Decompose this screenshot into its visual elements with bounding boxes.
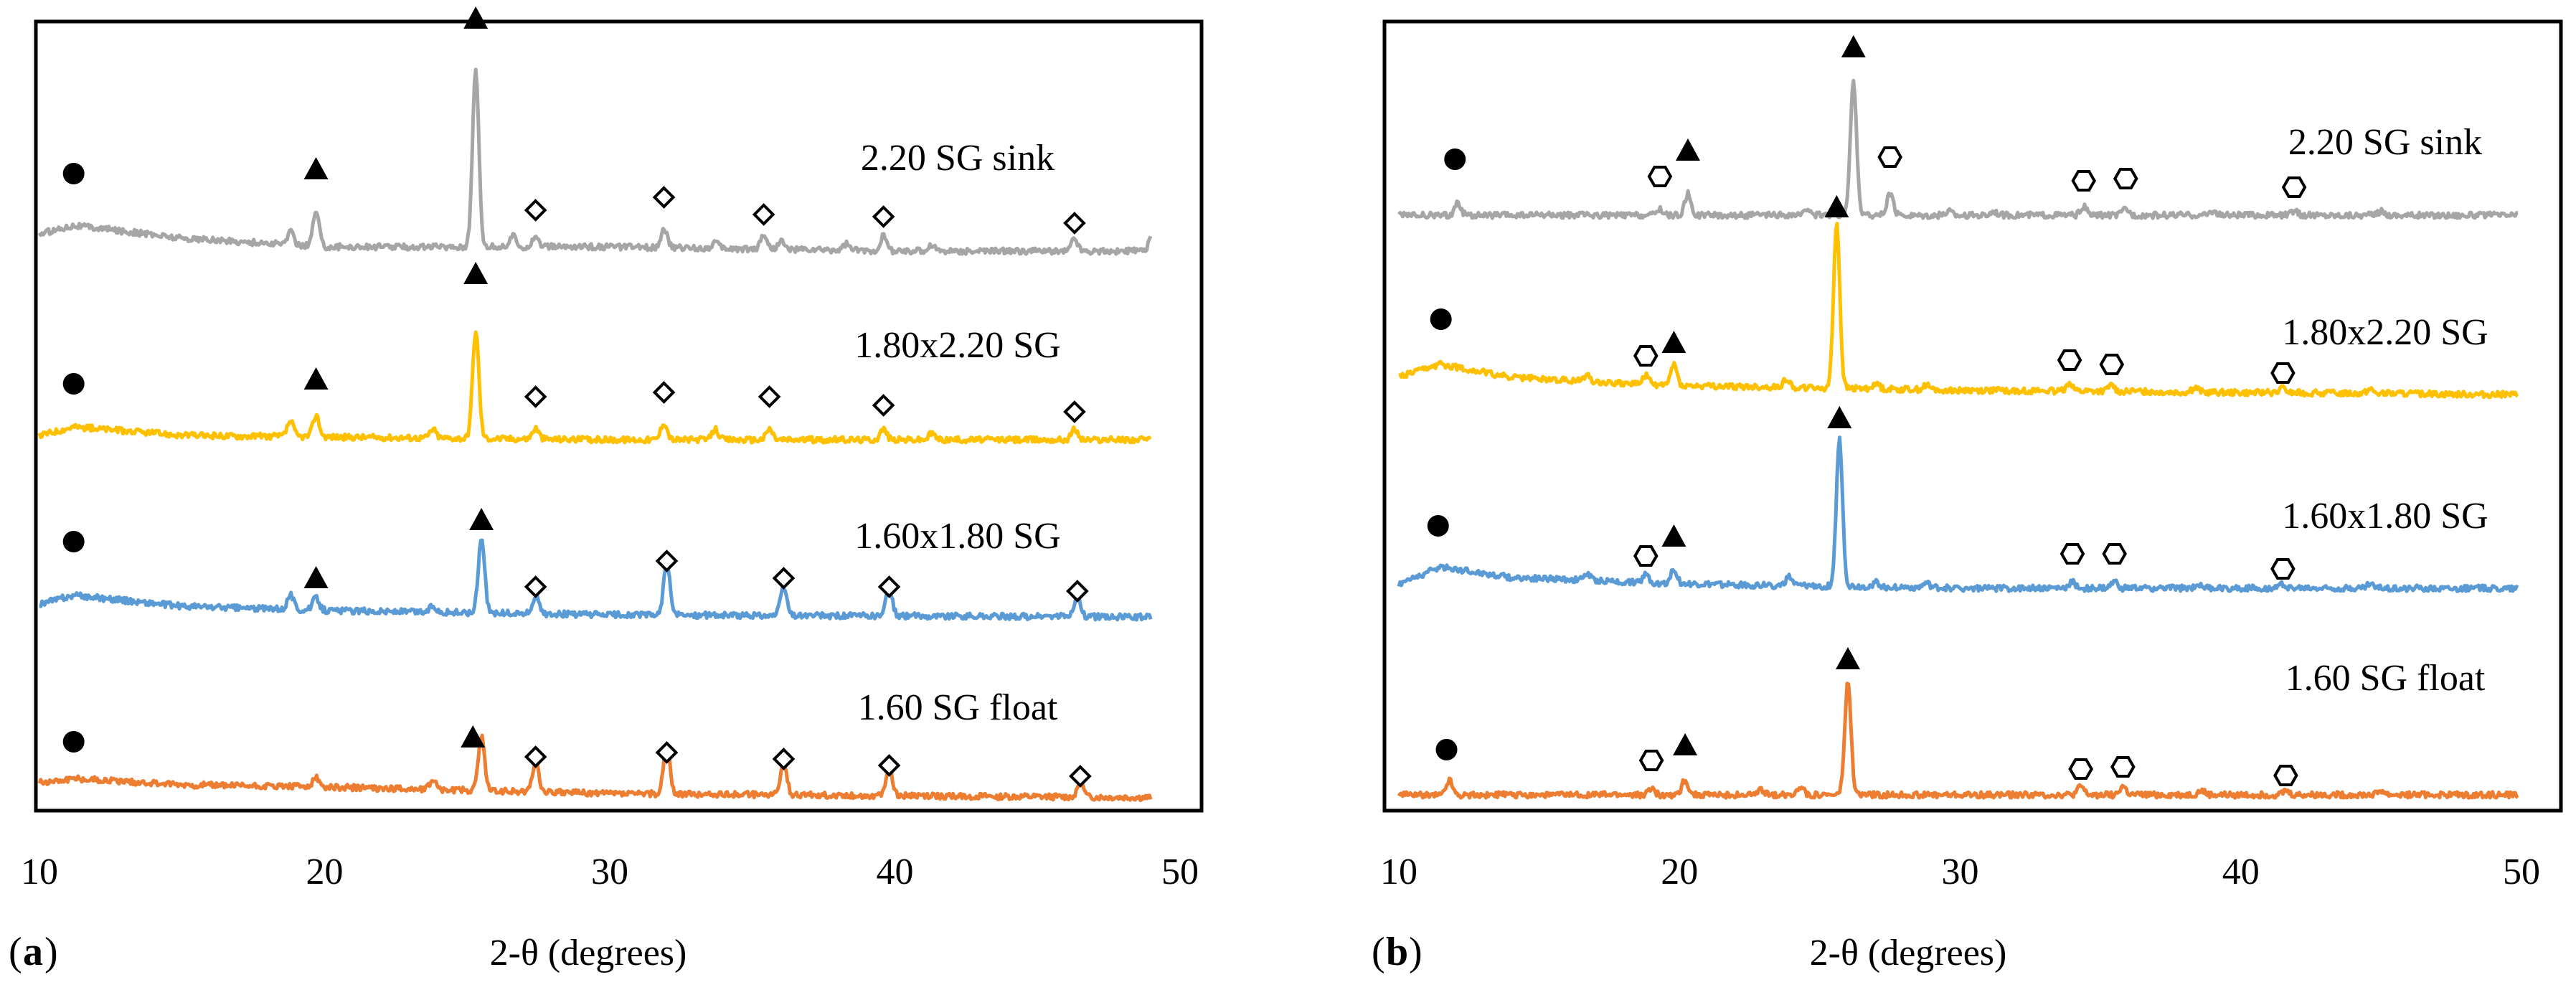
hexagon-phase-marker (2068, 758, 2094, 780)
series-label: 2.20 SG sink (861, 138, 1055, 179)
hexagon-phase-marker (2102, 543, 2128, 565)
x-tick-label: 40 (877, 852, 914, 892)
diamond-phase-marker (752, 203, 775, 226)
triangle-phase-marker (463, 262, 489, 284)
triangle-phase-marker (469, 508, 494, 530)
diamond-phase-marker (524, 199, 547, 222)
hexagon-phase-marker (1877, 146, 1903, 168)
panel-a-x-axis-title: 2-θ (degrees) (490, 933, 687, 973)
series-line (1398, 222, 2519, 400)
circle-phase-marker (1435, 739, 1458, 760)
diamond-phase-marker (1066, 580, 1089, 603)
x-tick-label: 20 (306, 852, 344, 892)
series-label: 1.80x2.20 SG (854, 325, 1060, 366)
circle-phase-marker (62, 731, 85, 753)
panel-a-label-open: ( (9, 930, 22, 974)
diamond-phase-marker (655, 741, 679, 764)
triangle-phase-marker (1673, 733, 1698, 755)
hexagon-phase-marker (2270, 558, 2296, 580)
diamond-phase-marker (1069, 765, 1092, 788)
hexagon-phase-marker (1647, 166, 1673, 187)
triangle-phase-marker (303, 566, 329, 588)
series-line (1397, 78, 2519, 220)
hexagon-phase-marker (2281, 176, 2307, 198)
triangle-phase-marker (1836, 647, 1860, 669)
circle-phase-marker (1444, 148, 1466, 170)
hexagon-phase-marker (2270, 362, 2296, 384)
x-tick-label: 40 (2222, 852, 2260, 892)
panel-a-plot: 10 20 30 40 50 2.20 SG sink 1.80x2.20 SG 1.60x1… (21, 6, 1199, 892)
diamond-phase-marker (1063, 400, 1086, 423)
series-line (37, 330, 1152, 445)
circle-phase-marker (62, 163, 85, 184)
panel-b-plot: 10 20 30 40 50 2.20 SG sink 1.80x2.20 SG 1.60x1… (1380, 35, 2540, 892)
panel-a-label: a (23, 930, 43, 974)
diamond-phase-marker (772, 748, 796, 770)
triangle-phase-marker (1841, 35, 1866, 57)
triangle-phase-marker (463, 6, 489, 29)
diamond-phase-marker (758, 385, 781, 408)
hexagon-phase-marker (2110, 756, 2136, 778)
circle-phase-marker (1430, 308, 1452, 330)
hexagon-phase-marker (2273, 765, 2298, 786)
panel-b-label: b (1386, 930, 1408, 974)
triangle-phase-marker (1824, 195, 1849, 217)
diamond-phase-marker (524, 575, 547, 598)
diamond-phase-marker (524, 385, 547, 408)
x-tick-label: 20 (1661, 852, 1698, 892)
series-label: 1.60 SG float (858, 687, 1058, 728)
x-tick-label: 50 (1161, 852, 1199, 892)
diamond-phase-marker (872, 205, 895, 228)
hexagon-phase-marker (2060, 543, 2085, 565)
diamond-phase-marker (655, 550, 679, 572)
series-line (1397, 435, 2519, 593)
diamond-phase-marker (652, 381, 676, 404)
hexagon-phase-marker (2113, 168, 2138, 189)
diamond-phase-marker (877, 575, 901, 598)
panel-b-frame (1382, 19, 2563, 813)
diamond-phase-marker (652, 186, 676, 209)
hexagon-phase-marker (1633, 545, 1659, 567)
series-line (39, 538, 1153, 622)
series-line (37, 733, 1153, 803)
triangle-phase-marker (461, 725, 486, 748)
hexagon-phase-marker (1633, 345, 1659, 367)
series-label: 1.60 SG float (2285, 658, 2486, 699)
diamond-phase-marker (772, 567, 796, 590)
triangle-phase-marker (1661, 524, 1686, 547)
hexagon-phase-marker (1638, 750, 1664, 771)
hexagon-phase-marker (2071, 170, 2097, 192)
panel-a-frame (34, 19, 1204, 813)
circle-phase-marker (1427, 515, 1449, 537)
panel-b-x-axis-title: 2-θ (degrees) (1810, 933, 2007, 973)
x-tick-label: 30 (1942, 852, 1979, 892)
series-label: 1.60x1.80 SG (854, 516, 1060, 557)
triangle-phase-marker (303, 367, 329, 390)
panel-b-label-open: ( (1372, 930, 1385, 974)
triangle-phase-marker (1661, 331, 1686, 353)
diamond-phase-marker (524, 745, 547, 768)
series-line (1397, 682, 2519, 800)
x-tick-label: 50 (2503, 852, 2540, 892)
hexagon-phase-marker (2099, 354, 2125, 375)
series-label: 1.60x1.80 SG (2282, 496, 2488, 537)
x-tick-label: 30 (591, 852, 628, 892)
series-line (37, 67, 1153, 256)
circle-phase-marker (62, 373, 85, 395)
panel-b-label-close: ) (1409, 930, 1423, 974)
triangle-phase-marker (303, 157, 329, 179)
triangle-phase-marker (1827, 406, 1852, 428)
diamond-phase-marker (877, 754, 901, 777)
diamond-phase-marker (872, 394, 895, 417)
series-label: 2.20 SG sink (2288, 122, 2482, 163)
x-tick-label: 10 (21, 852, 58, 892)
x-tick-label: 10 (1380, 852, 1417, 892)
triangle-phase-marker (1675, 138, 1700, 161)
panel-a-label-close: ) (44, 930, 58, 974)
hexagon-phase-marker (2057, 349, 2082, 371)
circle-phase-marker (62, 531, 85, 552)
series-label: 1.80x2.20 SG (2282, 312, 2488, 353)
diamond-phase-marker (1063, 212, 1086, 235)
